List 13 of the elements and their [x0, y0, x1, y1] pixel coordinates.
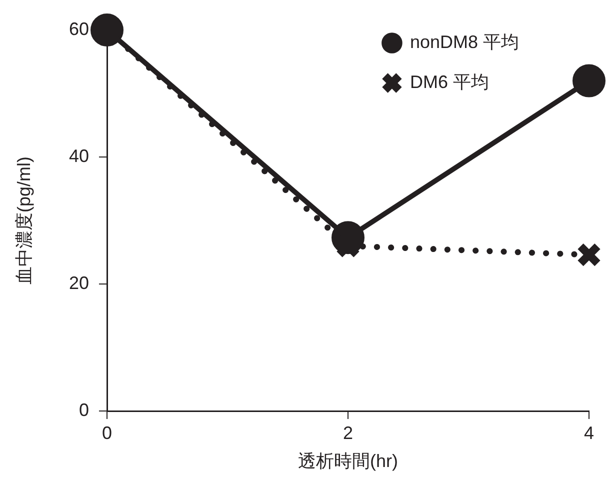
y-tick-label: 60	[68, 18, 89, 39]
x-axis-title: 透析時間(hr)	[298, 451, 398, 472]
x-tick-label: 2	[342, 422, 354, 443]
x-tick-label: 0	[102, 422, 112, 443]
y-tick-label: 0	[78, 400, 89, 420]
y-tick-label: 20	[68, 272, 89, 293]
point	[576, 242, 602, 268]
legend-label: nonDM8 平均	[410, 32, 520, 52]
y-axis-title: 血中濃度(pg/ml)	[14, 156, 34, 285]
x-tick-label: 4	[584, 422, 594, 443]
point	[572, 64, 606, 98]
legend-label: DM6 平均	[410, 72, 489, 92]
y-tick-label: 40	[68, 146, 89, 166]
